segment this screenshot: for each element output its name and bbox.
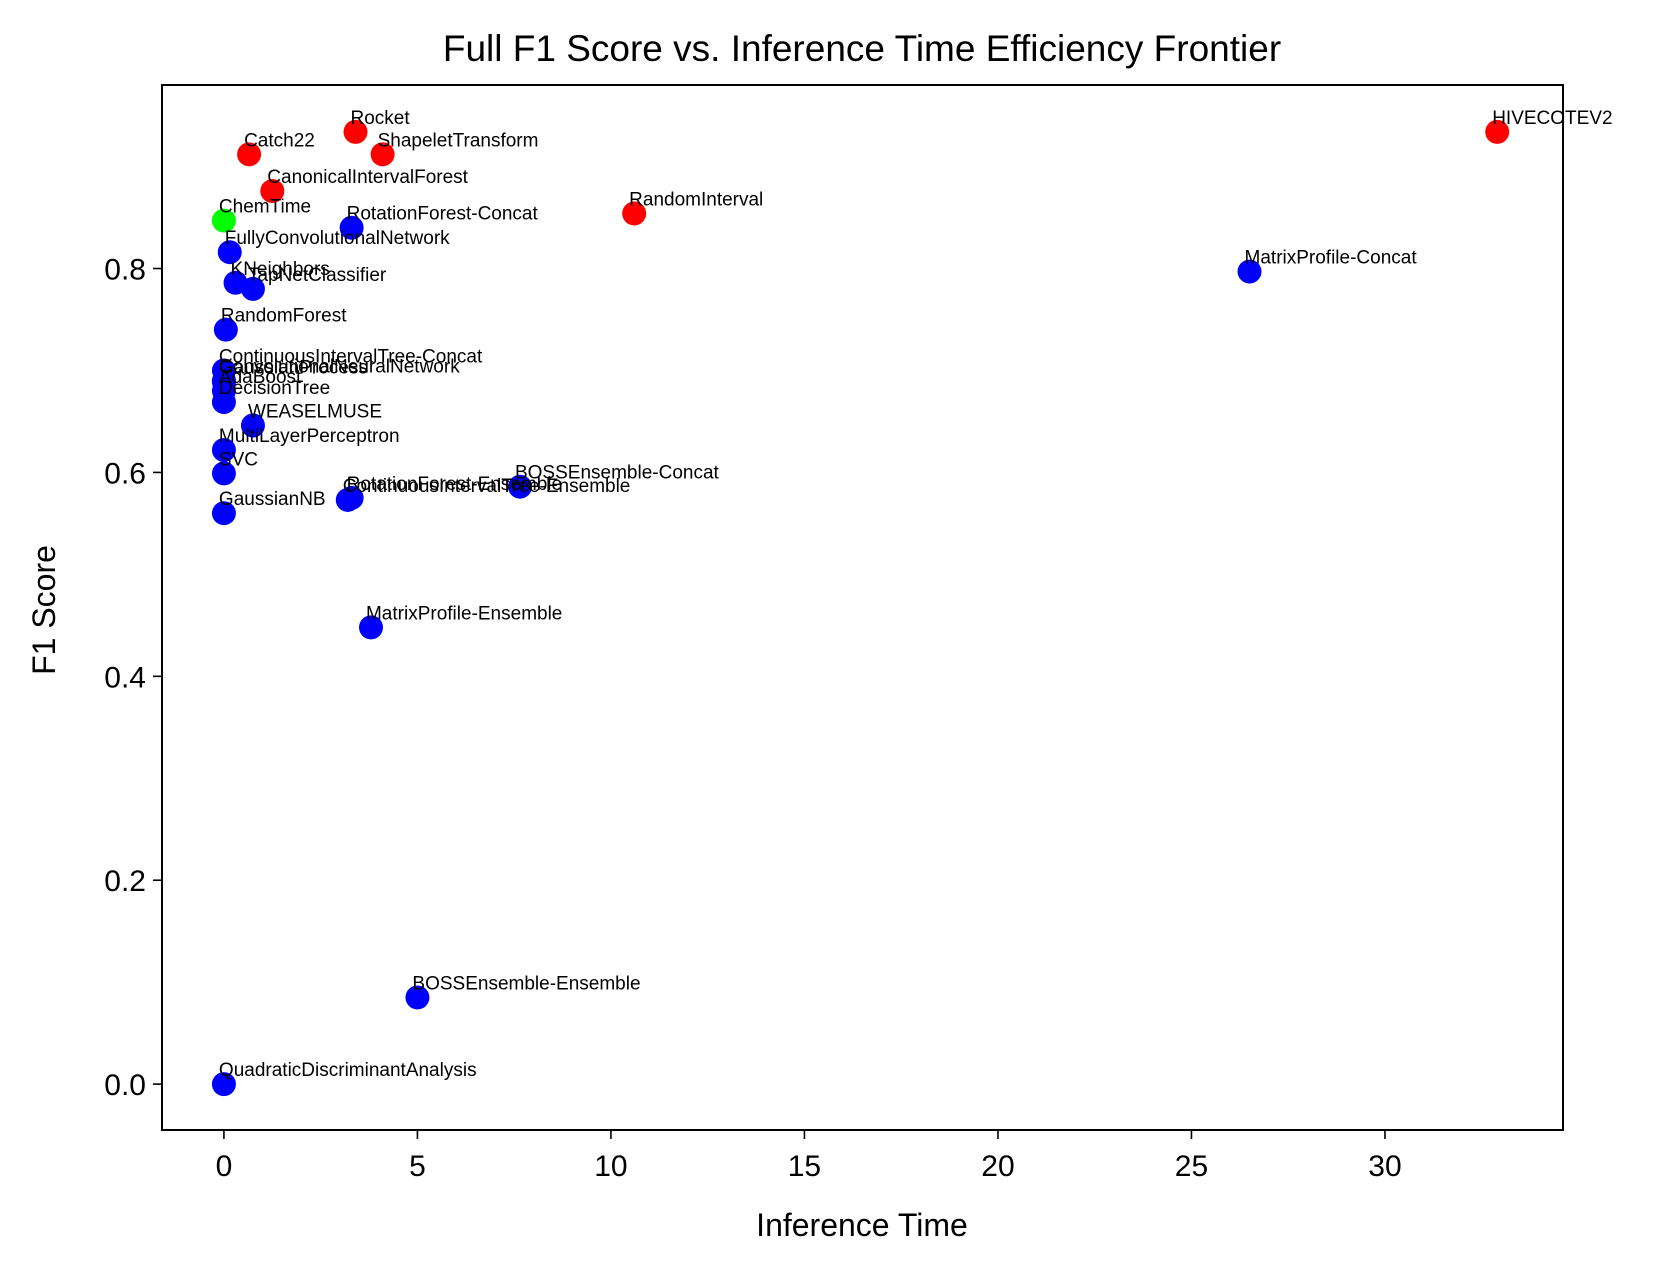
data-point	[217, 240, 242, 265]
chart-title: Full F1 Score vs. Inference Time Efficie…	[443, 28, 1281, 69]
point-label: ShapeletTransform	[378, 130, 539, 151]
y-tick-label: 0.6	[104, 457, 146, 490]
y-axis: 0.0 0.2 0.4 0.6 0.8	[104, 254, 162, 1102]
data-point	[1237, 259, 1262, 284]
y-tick-label: 0.0	[104, 1069, 146, 1102]
y-tick-label: 0.2	[104, 865, 146, 898]
point-label: WEASELMUSE	[248, 402, 382, 423]
x-axis-label: Inference Time	[756, 1207, 968, 1243]
data-point	[211, 501, 236, 526]
x-tick-label: 25	[1175, 1150, 1208, 1183]
point-label: FullyConvolutionalNetwork	[225, 228, 450, 249]
y-axis-label: F1 Score	[26, 545, 62, 675]
data-point	[211, 208, 236, 233]
point-labels: Rocket HIVECOTEV2 ShapeletTransform Catch22…	[219, 108, 1613, 1081]
data-point	[211, 1072, 236, 1097]
point-label: GaussianProcess	[219, 358, 368, 379]
point-label: RandomInterval	[629, 189, 763, 210]
plot-frame	[161, 84, 1564, 1131]
point-label: RotationForest-Concat	[347, 204, 539, 225]
x-tick-label: 15	[788, 1150, 821, 1183]
point-label: CanonicalIntervalForest	[267, 167, 468, 188]
data-point	[339, 215, 364, 240]
point-label: Catch22	[244, 130, 315, 151]
point-label: GaussianNB	[219, 489, 326, 510]
y-tick-label: 0.4	[104, 661, 146, 694]
x-axis: 0 5 10 15 20 25 30	[216, 1130, 1402, 1183]
point-label: HIVECOTEV2	[1492, 108, 1612, 129]
point-label: RandomForest	[221, 306, 347, 327]
data-point	[335, 487, 360, 512]
point-label: DecisionTree	[219, 378, 330, 399]
data-point	[370, 142, 395, 167]
point-label: RotationForest-Ensemble	[347, 474, 562, 495]
data-point	[211, 461, 236, 486]
point-label: QuadraticDiscriminantAnalysis	[219, 1060, 477, 1081]
data-point	[622, 201, 647, 226]
point-label: KNeighbors	[231, 259, 330, 280]
data-point	[358, 615, 383, 640]
data-point	[240, 276, 265, 301]
point-label: AdaBoost	[219, 367, 302, 388]
point-label: SVC	[219, 449, 258, 470]
x-tick-label: 20	[981, 1150, 1014, 1183]
data-point	[405, 985, 430, 1010]
data-point	[213, 317, 238, 342]
point-label: ContinuousIntervalTree-Ensemble	[343, 476, 631, 497]
point-label: MultiLayerPerceptron	[219, 426, 400, 447]
y-tick-label: 0.8	[104, 254, 146, 287]
point-label: ContinuousIntervalTree-Concat	[219, 346, 483, 367]
data-point	[211, 390, 236, 415]
data-point	[507, 474, 532, 499]
x-tick-label: 10	[594, 1150, 627, 1183]
point-label: ConvolutionalNeuralNetwork	[219, 357, 460, 378]
point-label: BOSSEnsemble-Concat	[515, 463, 720, 484]
x-tick-label: 0	[216, 1150, 233, 1183]
data-point	[260, 179, 285, 204]
data-points	[211, 119, 1510, 1097]
point-label: ChemTime	[219, 197, 311, 218]
data-point	[240, 413, 265, 438]
point-label: MatrixProfile-Ensemble	[366, 603, 562, 624]
x-tick-label: 5	[409, 1150, 426, 1183]
data-point	[211, 437, 236, 462]
plot-area	[161, 84, 1564, 1131]
x-tick-label: 30	[1368, 1150, 1401, 1183]
point-label: MatrixProfile-Concat	[1245, 248, 1418, 269]
data-point	[343, 119, 368, 144]
point-label: Rocket	[351, 108, 411, 129]
point-label: TapNetClassifier	[248, 265, 387, 286]
data-point	[237, 142, 262, 167]
point-label: BOSSEnsemble-Ensemble	[412, 973, 640, 994]
data-point	[1485, 119, 1510, 144]
